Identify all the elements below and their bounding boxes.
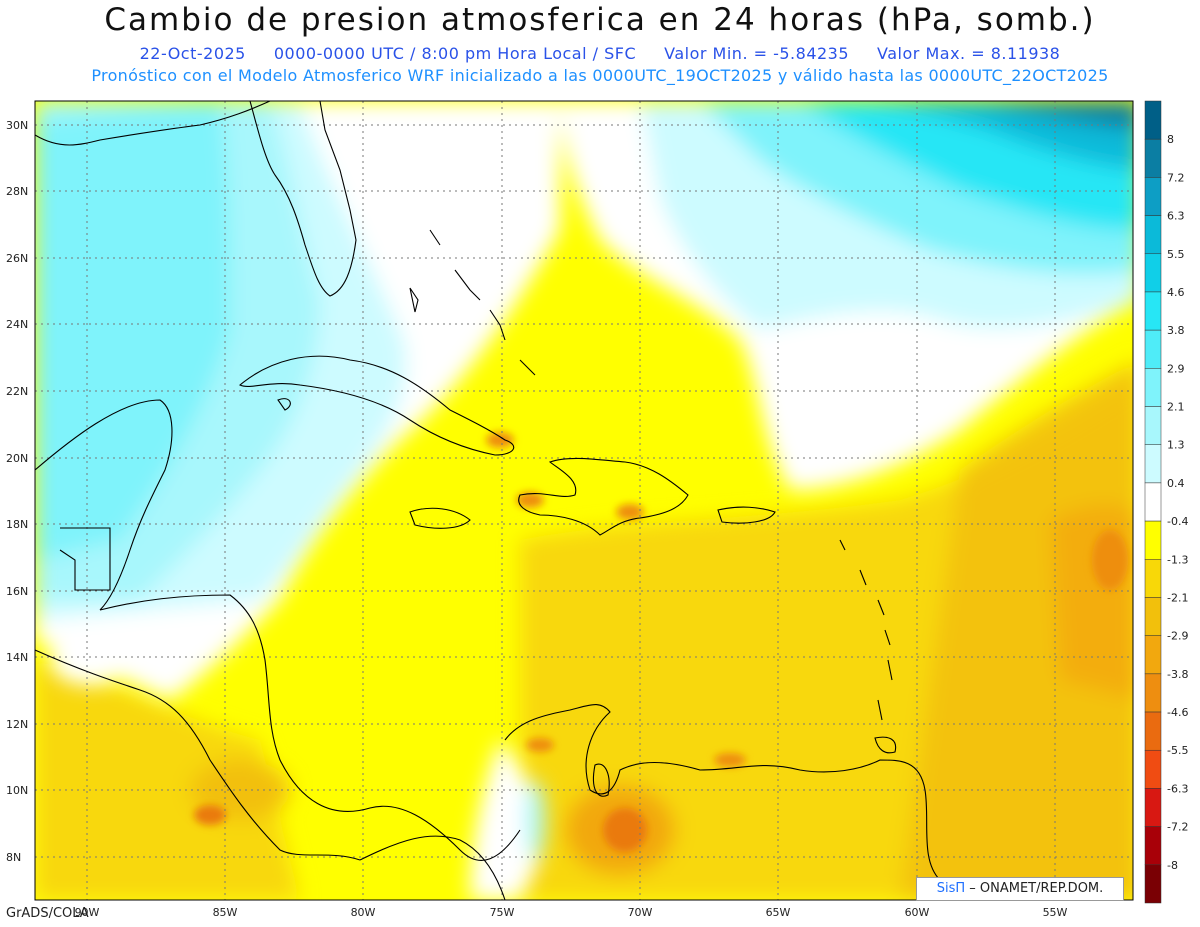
time-line: 0000-0000 UTC / 8:00 pm Hora Local / SFC xyxy=(273,44,637,63)
min-value: Valor Min. = -5.84235 xyxy=(664,44,850,63)
lon-label: 65W xyxy=(766,906,791,919)
legend-label: -8 xyxy=(1167,859,1178,872)
legend-label: 2.1 xyxy=(1167,401,1185,414)
model-info-line: Pronóstico con el Modelo Atmosferico WRF… xyxy=(91,66,1109,85)
legend-swatch xyxy=(1144,177,1162,216)
legend-label: 8 xyxy=(1167,133,1174,146)
lat-label: 8N xyxy=(6,851,21,864)
legend-swatch xyxy=(1144,559,1162,598)
legend-swatch xyxy=(1144,138,1162,178)
legend-swatch xyxy=(1144,673,1162,713)
forecast-date: 22-Oct-2025 xyxy=(139,44,246,63)
legend-swatch xyxy=(1144,826,1162,866)
legend-label: 6.3 xyxy=(1167,210,1185,223)
lat-label: 14N xyxy=(6,651,28,664)
legend-swatch xyxy=(1144,788,1162,827)
lon-labels: 90W 85W 80W 75W 70W 65W 60W 55W xyxy=(75,906,1068,919)
legend-swatch xyxy=(1144,520,1162,560)
legend-swatch xyxy=(1144,291,1162,331)
lat-label: 10N xyxy=(6,784,28,797)
legend-swatch xyxy=(1144,100,1162,140)
legend-swatch xyxy=(1144,635,1162,675)
legend-swatch xyxy=(1144,368,1162,407)
lat-label: 18N xyxy=(6,518,28,531)
lon-label: 90W xyxy=(75,906,100,919)
lon-label: 60W xyxy=(905,906,930,919)
legend-label: -2.1 xyxy=(1167,591,1188,604)
legend-label: 3.8 xyxy=(1167,324,1185,337)
legend-label: -3.8 xyxy=(1167,668,1188,681)
legend-swatch xyxy=(1144,864,1162,904)
legend-label: 4.6 xyxy=(1167,286,1185,299)
legend-label: 2.9 xyxy=(1167,362,1185,375)
sispi-logo: SisΠ xyxy=(936,881,966,896)
lat-label: 24N xyxy=(6,318,28,331)
legend-label: 1.3 xyxy=(1167,439,1185,452)
lat-label: 12N xyxy=(6,718,28,731)
legend-swatch xyxy=(1144,482,1162,522)
map-title: Cambio de presion atmosferica en 24 hora… xyxy=(104,2,1096,38)
pressure-field xyxy=(35,101,1133,900)
map-frame xyxy=(34,100,1134,901)
lat-label: 20N xyxy=(6,452,28,465)
lat-label: 16N xyxy=(6,585,28,598)
validity-line: 22-Oct-2025 0000-0000 UTC / 8:00 pm Hora … xyxy=(0,44,1200,63)
legend-label: 5.5 xyxy=(1167,248,1185,261)
credit-text: – ONAMET/REP.DOM. xyxy=(965,881,1104,896)
lon-label: 55W xyxy=(1043,906,1068,919)
legend-swatch xyxy=(1144,215,1162,255)
legend-label: -1.3 xyxy=(1167,553,1188,566)
legend-label: -0.4 xyxy=(1167,515,1188,528)
legend-swatch xyxy=(1144,253,1162,293)
lon-label: 70W xyxy=(628,906,653,919)
lon-label: 80W xyxy=(351,906,376,919)
lat-label: 22N xyxy=(6,385,28,398)
legend-label: -2.9 xyxy=(1167,630,1188,643)
legend-swatch xyxy=(1144,406,1162,445)
legend-swatch xyxy=(1144,749,1162,789)
lat-label: 26N xyxy=(6,252,28,265)
legend-label: -5.5 xyxy=(1167,744,1188,757)
lon-label: 75W xyxy=(490,906,515,919)
legend-swatch xyxy=(1144,444,1162,484)
legend-label: 0.4 xyxy=(1167,477,1185,490)
lat-label: 30N xyxy=(6,119,28,132)
max-value: Valor Max. = 8.11938 xyxy=(877,44,1061,63)
legend-swatch xyxy=(1144,329,1162,369)
coastlines xyxy=(35,101,961,900)
legend-label: 7.2 xyxy=(1167,171,1185,184)
grads-footer: GrADS/COLA xyxy=(6,906,89,921)
lat-labels: 30N 28N 26N 24N 22N 20N 18N 16N 14N 12N … xyxy=(6,119,28,864)
legend-label: -4.6 xyxy=(1167,706,1188,719)
credit-box: SisΠ – ONAMET/REP.DOM. xyxy=(916,877,1124,901)
legend-swatch xyxy=(1144,711,1162,751)
lon-label: 85W xyxy=(213,906,238,919)
legend-label: -6.3 xyxy=(1167,782,1188,795)
graticule xyxy=(35,101,1133,900)
lat-label: 28N xyxy=(6,185,28,198)
legend-label: -7.2 xyxy=(1167,821,1188,834)
legend-swatch xyxy=(1144,597,1162,636)
color-legend: 8 7.2 6.3 5.5 4.6 3.8 2.9 2.1 1.3 0.4 -0.4 -1.3 -2.1… xyxy=(1144,100,1188,904)
